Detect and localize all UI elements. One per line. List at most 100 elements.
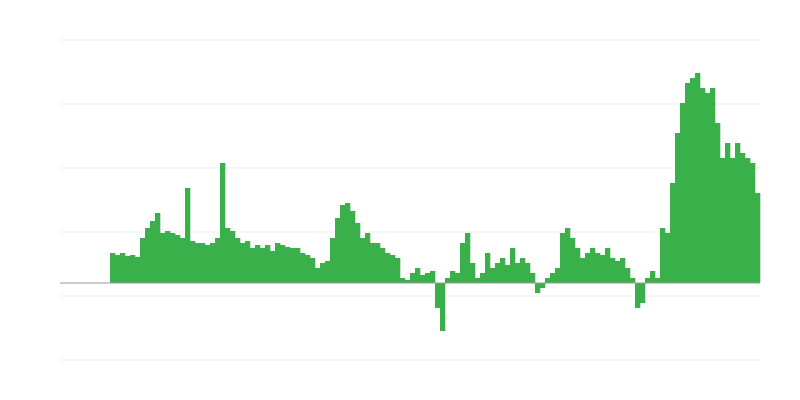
bar xyxy=(490,268,496,283)
bar xyxy=(635,283,641,308)
bar xyxy=(450,271,456,283)
bar xyxy=(700,88,706,283)
bar xyxy=(190,241,196,283)
bar xyxy=(340,205,346,283)
bar xyxy=(480,273,486,283)
bar xyxy=(605,248,611,283)
bar xyxy=(275,243,281,283)
bar xyxy=(610,258,616,283)
bar xyxy=(665,233,671,283)
bar xyxy=(380,248,386,283)
bar xyxy=(315,268,321,283)
bar xyxy=(660,228,666,283)
bar xyxy=(165,231,171,283)
bar xyxy=(530,273,536,283)
bar xyxy=(435,283,441,308)
bar xyxy=(230,231,236,283)
bar xyxy=(255,245,261,283)
bar xyxy=(130,255,136,283)
bar xyxy=(290,248,296,283)
bar xyxy=(350,211,356,283)
bar xyxy=(265,245,271,283)
bar xyxy=(205,245,211,283)
bar xyxy=(215,238,221,283)
bar xyxy=(345,203,351,283)
bar xyxy=(685,83,691,283)
bar xyxy=(670,183,676,283)
bar xyxy=(565,228,571,283)
bar xyxy=(705,93,711,283)
bar xyxy=(220,163,226,283)
bar xyxy=(475,278,481,283)
bar xyxy=(145,228,151,283)
bar xyxy=(280,245,286,283)
bar xyxy=(325,261,331,283)
grid xyxy=(60,39,760,361)
bar xyxy=(560,233,566,283)
bar xyxy=(260,248,266,283)
bar xyxy=(240,243,246,283)
bar xyxy=(590,248,596,283)
bar xyxy=(375,243,381,283)
bar xyxy=(510,248,516,283)
bar xyxy=(330,238,336,283)
bar xyxy=(690,78,696,283)
bar xyxy=(270,251,276,283)
bar xyxy=(385,253,391,283)
bar xyxy=(755,193,761,283)
bar xyxy=(485,253,491,283)
bar xyxy=(585,253,591,283)
bar xyxy=(310,258,316,283)
bar xyxy=(420,275,426,283)
bar xyxy=(535,283,541,293)
bar xyxy=(235,238,241,283)
bar xyxy=(470,263,476,283)
bar xyxy=(580,258,586,283)
bar xyxy=(710,88,716,283)
bar xyxy=(355,223,361,283)
bar xyxy=(515,263,521,283)
bar xyxy=(125,256,131,283)
bar xyxy=(655,278,661,283)
bar xyxy=(410,273,416,283)
bar xyxy=(210,243,216,283)
bars xyxy=(110,73,761,331)
bar xyxy=(575,248,581,283)
bar xyxy=(295,248,301,283)
bar xyxy=(155,213,161,283)
bar xyxy=(650,271,656,283)
bar xyxy=(545,278,551,283)
bar xyxy=(115,255,121,283)
bar xyxy=(140,238,146,283)
bar xyxy=(715,123,721,283)
bar xyxy=(370,243,376,283)
bar xyxy=(335,218,341,283)
bar xyxy=(495,263,501,283)
bar xyxy=(615,261,621,283)
bar xyxy=(185,188,191,283)
bar xyxy=(170,233,176,283)
bar xyxy=(730,158,736,283)
bar xyxy=(175,235,181,283)
bar xyxy=(195,243,201,283)
bar xyxy=(425,273,431,283)
bar xyxy=(430,271,436,283)
bar xyxy=(600,255,606,283)
bar xyxy=(225,228,231,283)
bar xyxy=(570,238,576,283)
bar xyxy=(550,273,556,283)
bar xyxy=(300,253,306,283)
bar xyxy=(135,257,141,283)
bar xyxy=(200,243,206,283)
bar xyxy=(415,268,421,283)
bar xyxy=(365,233,371,283)
bar xyxy=(405,280,411,283)
bar xyxy=(180,238,186,283)
bar xyxy=(395,258,401,283)
bar xyxy=(360,238,366,283)
bar xyxy=(440,283,446,331)
bar xyxy=(245,241,251,283)
bar xyxy=(500,258,506,283)
bar xyxy=(555,268,561,283)
